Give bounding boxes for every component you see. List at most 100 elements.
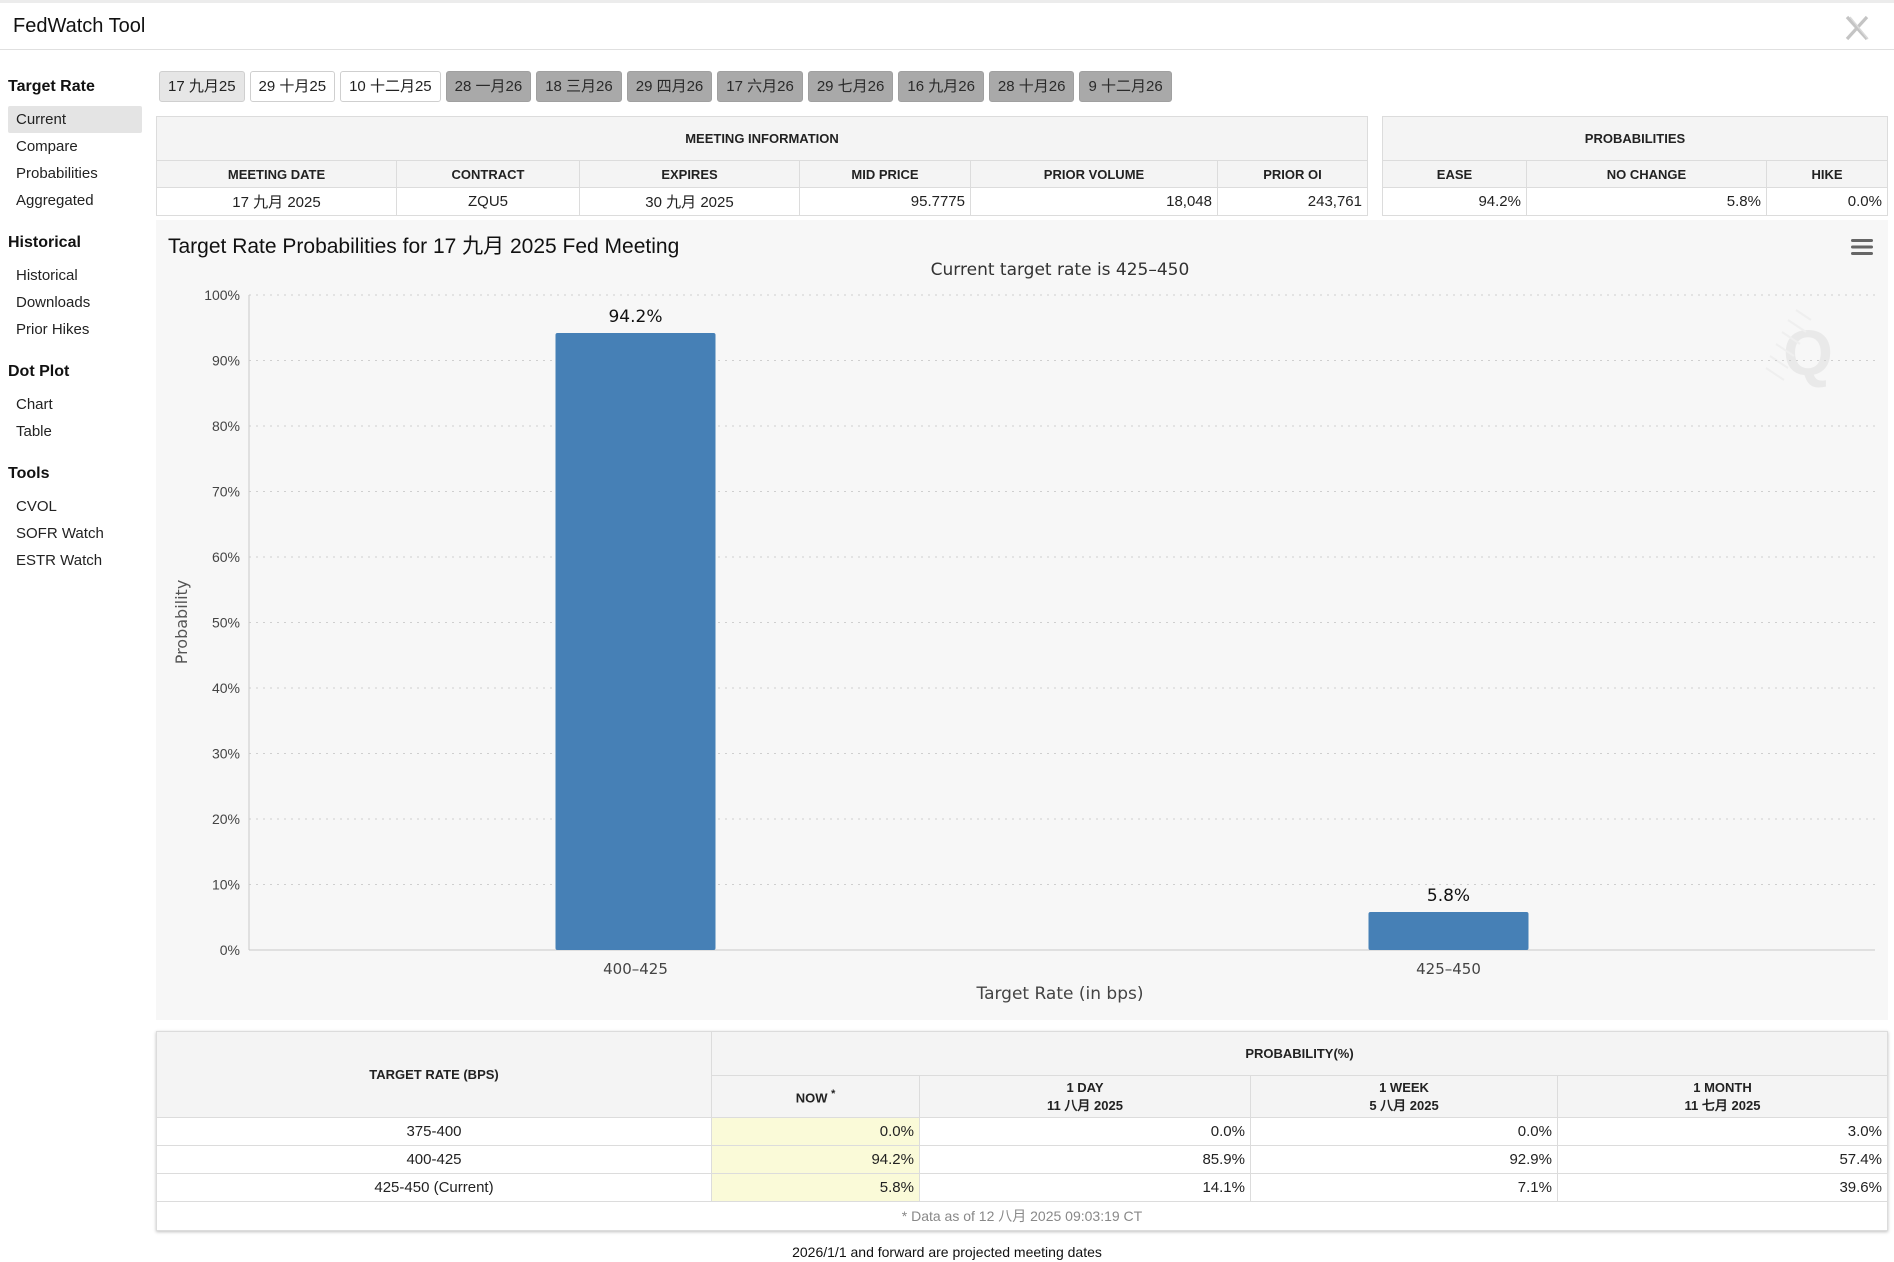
now-footnote-mark: * [831, 1087, 836, 1100]
period-date: 5 八月 2025 [1369, 1097, 1439, 1113]
meeting-tab[interactable]: 28 一月26 [445, 71, 532, 102]
y-tick-label: 20% [212, 811, 240, 827]
week-cell: 0.0% [1250, 1117, 1558, 1146]
sidebar-item-chart[interactable]: Chart [16, 396, 53, 413]
y-tick-label: 80% [212, 418, 240, 434]
hike-cell: 0.0% [1766, 187, 1888, 216]
probability-history-table: TARGET RATE (BPS) PROBABILITY(%) NOW * 1… [156, 1031, 1888, 1231]
meeting-tab[interactable]: 29 四月26 [626, 71, 713, 102]
meeting-info-table: MEETING INFORMATION MEETING DATE CONTRAC… [156, 116, 1368, 216]
sidebar-group-historical: Historical Historical Downloads Prior Hi… [0, 218, 150, 343]
column-header: HIKE [1766, 160, 1888, 188]
sidebar-item-aggregated[interactable]: Aggregated [16, 192, 94, 209]
table-row: 94.2% 5.8% 0.0% [1382, 187, 1888, 216]
table-row: 425-450 (Current) 5.8% 14.1% 7.1% 39.6% [156, 1173, 1888, 1202]
bar[interactable] [555, 332, 716, 950]
app-title: FedWatch Tool [13, 15, 146, 37]
sidebar-item-table[interactable]: Table [16, 423, 52, 440]
chart-title: Target Rate Probabilities for 17 九月 2025… [168, 235, 680, 258]
day-cell: 85.9% [919, 1145, 1251, 1174]
now-cell: 5.8% [711, 1173, 920, 1202]
meeting-tab[interactable]: 29 七月26 [807, 71, 894, 102]
probability-group-header: PROBABILITY(%) [711, 1031, 1888, 1076]
no-change-cell: 5.8% [1526, 187, 1767, 216]
sidebar-group-target-rate: Target Rate Current Compare Probabilitie… [0, 62, 150, 214]
y-tick-label: 60% [212, 549, 240, 565]
sidebar-item-compare[interactable]: Compare [16, 138, 78, 155]
meeting-date-cell: 17 九月 2025 [156, 187, 397, 216]
period-header: 1 WEEK 5 八月 2025 [1250, 1075, 1558, 1118]
prior-volume-cell: 18,048 [970, 187, 1218, 216]
sidebar-heading: Historical [8, 234, 81, 251]
meeting-tab[interactable]: 17 六月26 [717, 71, 803, 102]
header-bar: FedWatch Tool [0, 0, 1894, 50]
y-tick-label: 50% [212, 615, 240, 631]
day-cell: 14.1% [919, 1173, 1251, 1202]
expires-cell: 30 九月 2025 [579, 187, 800, 216]
now-cell: 94.2% [711, 1145, 920, 1174]
bar-value-label: 94.2% [608, 307, 662, 327]
meeting-tab[interactable]: 28 十月26 [988, 71, 1075, 102]
week-cell: 7.1% [1250, 1173, 1558, 1202]
table-row: 400-425 94.2% 85.9% 92.9% 57.4% [156, 1145, 1888, 1174]
meeting-tab[interactable]: 10 十二月25 [340, 71, 441, 102]
probabilities-heading: PROBABILITIES [1382, 116, 1888, 161]
column-header: PRIOR OI [1217, 160, 1368, 188]
table-row: 17 九月 2025 ZQU5 30 九月 2025 95.7775 18,04… [156, 187, 1368, 216]
projected-dates-note: 2026/1/1 and forward are projected meeti… [792, 1244, 1102, 1260]
sidebar-item-current[interactable]: Current [8, 106, 142, 133]
meeting-tab[interactable]: 17 九月25 [159, 71, 245, 102]
grid-lines [249, 294, 1875, 885]
y-tick-label: 90% [212, 353, 240, 369]
bar[interactable] [1368, 912, 1529, 950]
y-tick-label: 10% [212, 877, 240, 893]
contract-cell: ZQU5 [396, 187, 580, 216]
y-axis-ticks: 0% 10% 20% 30% 40% 50% 60% 70% 80% 90% 100% [204, 287, 240, 958]
sidebar-item-probabilities[interactable]: Probabilities [16, 165, 98, 182]
y-tick-label: 0% [220, 942, 240, 958]
meeting-tab[interactable]: 29 十月25 [249, 71, 336, 102]
ease-cell: 94.2% [1382, 187, 1527, 216]
column-header: EASE [1382, 160, 1527, 188]
period-label: 1 DAY [1066, 1079, 1104, 1095]
period-label: 1 WEEK [1379, 1079, 1429, 1095]
column-header: CONTRACT [396, 160, 580, 188]
x-axis-label: Target Rate (in bps) [976, 984, 1144, 1004]
chart-panel: Q 0% 10% 20% 30% 40% 50% 60% 70% 80% 90% 100% 94.2… [156, 220, 1888, 1020]
now-header: NOW * [711, 1075, 920, 1118]
meeting-tab[interactable]: 16 九月26 [898, 71, 984, 102]
sidebar-group-tools: Tools CVOL SOFR Watch ESTR Watch [0, 449, 150, 574]
y-tick-label: 40% [212, 680, 240, 696]
column-header: EXPIRES [579, 160, 800, 188]
rate-cell: 400-425 [156, 1145, 712, 1174]
period-label: 1 MONTH [1693, 1079, 1752, 1095]
sidebar-group-dot-plot: Dot Plot Chart Table [0, 347, 150, 445]
day-cell: 0.0% [919, 1117, 1251, 1146]
table-row: 375-400 0.0% 0.0% 0.0% 3.0% [156, 1117, 1888, 1146]
column-header: MID PRICE [799, 160, 971, 188]
close-icon[interactable] [1842, 13, 1872, 43]
sidebar-item-historical[interactable]: Historical [16, 267, 78, 284]
sidebar-item-downloads[interactable]: Downloads [16, 294, 91, 311]
sidebar-item-sofr-watch[interactable]: SOFR Watch [16, 525, 104, 542]
week-cell: 92.9% [1250, 1145, 1558, 1174]
column-header: MEETING DATE [156, 160, 397, 188]
y-tick-label: 100% [204, 287, 240, 303]
chart-menu-icon[interactable] [1850, 236, 1874, 258]
probabilities-table: PROBABILITIES EASE NO CHANGE HIKE 94.2% … [1382, 116, 1888, 216]
now-cell: 0.0% [711, 1117, 920, 1146]
sidebar-item-prior-hikes[interactable]: Prior Hikes [16, 321, 90, 338]
sidebar: Target Rate Current Compare Probabilitie… [0, 62, 150, 578]
sidebar-item-estr-watch[interactable]: ESTR Watch [16, 552, 103, 569]
rate-cell: 375-400 [156, 1117, 712, 1146]
meeting-tab[interactable]: 9 十二月26 [1079, 71, 1172, 102]
prior-oi-cell: 243,761 [1217, 187, 1368, 216]
period-header: 1 DAY 11 八月 2025 [919, 1075, 1251, 1118]
mid-price-cell: 95.7775 [799, 187, 971, 216]
bars: 94.2% 5.8% [555, 307, 1529, 950]
probability-bar-chart: Q 0% 10% 20% 30% 40% 50% 60% 70% 80% 90% 100% 94.2… [172, 260, 1875, 1004]
rate-cell: 425-450 (Current) [156, 1173, 712, 1202]
column-header: PRIOR VOLUME [970, 160, 1218, 188]
meeting-tab[interactable]: 18 三月26 [536, 71, 622, 102]
sidebar-item-cvol[interactable]: CVOL [16, 498, 57, 515]
